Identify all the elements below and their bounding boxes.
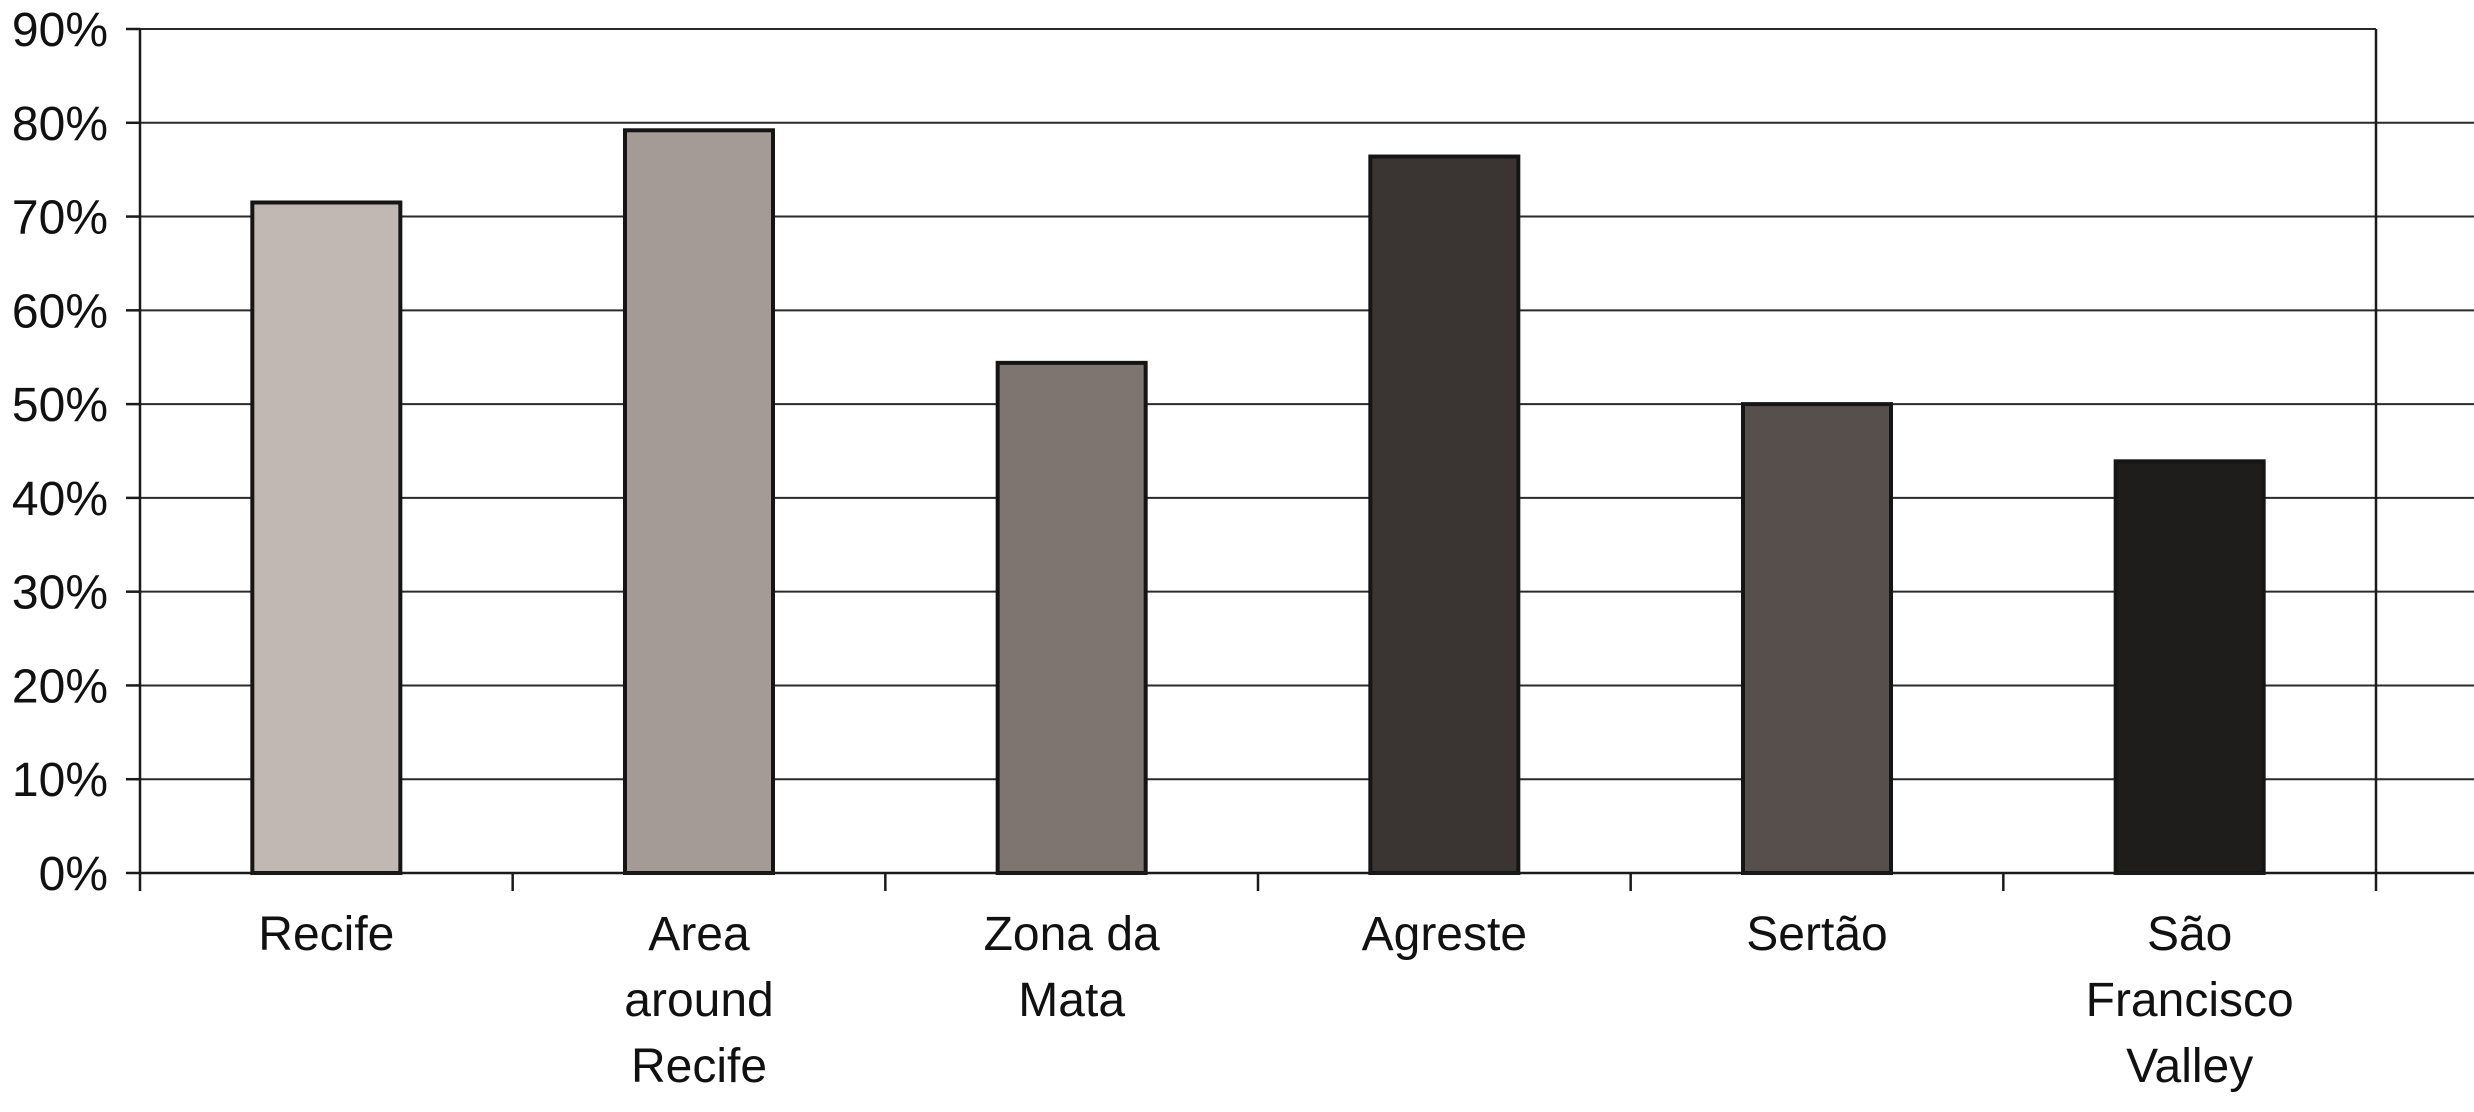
x-category-label: São Francisco Valley <box>2086 908 2294 1093</box>
x-category-label-line: Francisco <box>2086 974 2294 1027</box>
x-category-label-line: around <box>624 974 773 1027</box>
x-category-label: Agreste <box>1362 908 1527 961</box>
y-tick-label: 70% <box>12 192 108 245</box>
x-category-label-line: Sertão <box>1746 908 1887 961</box>
x-category-label-line: Valley <box>2126 1040 2253 1093</box>
gridlines <box>140 28 2474 781</box>
x-category-label-line: São <box>2147 908 2232 961</box>
y-tick-labels: 0% 10% 20% 30% 40% 50% 60% 70% 80% 90% <box>12 4 108 901</box>
bar <box>2113 459 2266 875</box>
x-category-label: Area around Recife <box>624 908 773 1093</box>
x-category-labels: Recife Area around Recife Zona da Mata Agreste… <box>258 908 2293 1093</box>
x-category-label-line: Area <box>648 908 750 961</box>
y-tick-label: 40% <box>12 473 108 526</box>
x-category-label: Zona da Mata <box>984 908 1160 1027</box>
x-category-label-line: Zona da <box>984 908 1160 961</box>
y-tick-label: 10% <box>12 754 108 807</box>
x-category-label-line: Agreste <box>1362 908 1527 961</box>
axes <box>126 27 2474 891</box>
bar <box>250 200 403 875</box>
x-category-label: Recife <box>258 908 394 961</box>
bar <box>1741 402 1893 875</box>
bar <box>995 360 1148 875</box>
y-tick-label: 60% <box>12 285 108 338</box>
y-tick-label: 90% <box>12 4 108 57</box>
bar <box>1368 154 1521 875</box>
bar <box>623 128 775 875</box>
x-category-label: Sertão <box>1746 908 1887 961</box>
y-tick-label: 0% <box>39 848 108 901</box>
bars <box>250 128 2266 875</box>
y-tick-label: 20% <box>12 660 108 713</box>
y-tick-label: 80% <box>12 98 108 151</box>
x-category-label-line: Recife <box>258 908 394 961</box>
y-tick-label: 30% <box>12 567 108 620</box>
x-category-label-line: Mata <box>1018 974 1125 1027</box>
x-category-label-line: Recife <box>631 1040 767 1093</box>
y-tick-label: 50% <box>12 379 108 432</box>
